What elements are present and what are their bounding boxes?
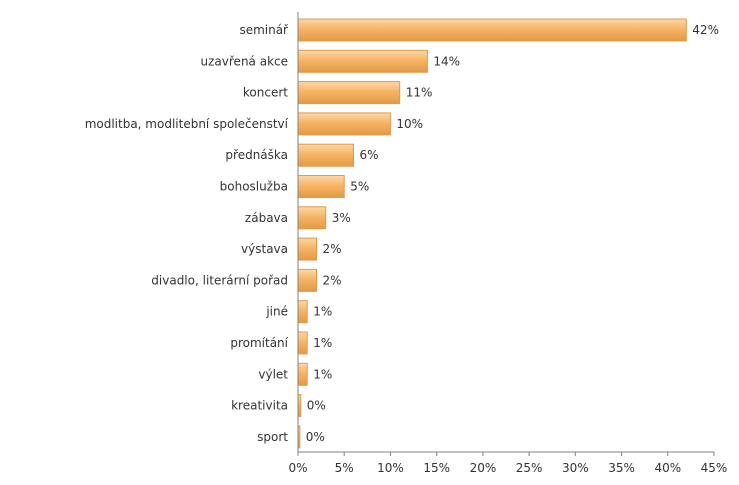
category-label: kreativita [231,399,288,413]
category-label: sport [257,430,288,444]
bar [297,112,391,136]
axes-layer [297,12,715,456]
category-label: uzavřená akce [201,54,288,68]
x-tick-label: 5% [335,461,354,475]
category-label: promítání [230,336,288,350]
value-label: 14% [433,54,460,68]
bar [297,268,317,292]
value-label: 11% [406,86,433,100]
value-label: 0% [307,399,326,413]
bar [297,143,354,167]
value-label: 2% [323,242,342,256]
value-label: 3% [332,211,351,225]
x-tick-label: 45% [701,461,728,475]
category-label: zábava [245,211,288,225]
category-label: divadlo, literární pořad [151,273,288,287]
value-label: 0% [306,430,325,444]
value-label: 42% [692,23,719,37]
bars-layer [297,18,687,449]
value-label: 2% [323,273,342,287]
x-tick-label: 40% [654,461,681,475]
value-label: 10% [396,117,423,131]
bar [297,237,317,261]
bar [297,300,308,324]
bar [297,49,428,73]
labels-layer: seminář 42% uzavřená akce 14% koncert 11% modl… [85,23,728,475]
x-tick-label: 30% [562,461,589,475]
value-label: 5% [350,180,369,194]
category-label: seminář [239,23,289,37]
value-label: 1% [313,336,332,350]
bar [297,206,327,230]
value-label: 6% [360,148,379,162]
x-tick-label: 15% [423,461,450,475]
x-tick-label: 20% [470,461,497,475]
category-label: přednáška [225,148,288,162]
x-tick-label: 35% [608,461,635,475]
category-label: jiné [265,305,288,319]
x-tick-label: 25% [516,461,543,475]
category-label: výstava [241,242,288,256]
x-tick-label: 10% [377,461,404,475]
value-label: 1% [313,367,332,381]
bar [297,18,687,42]
category-label: koncert [243,86,288,100]
bar [297,175,345,198]
bar [297,362,308,386]
category-label: modlitba, modlitební společenství [85,117,289,131]
x-tick-label: 0% [288,461,307,475]
bar [297,331,308,355]
category-label: výlet [258,367,288,381]
bar [297,81,401,105]
category-label: bohoslužba [220,180,288,194]
value-label: 1% [313,305,332,319]
